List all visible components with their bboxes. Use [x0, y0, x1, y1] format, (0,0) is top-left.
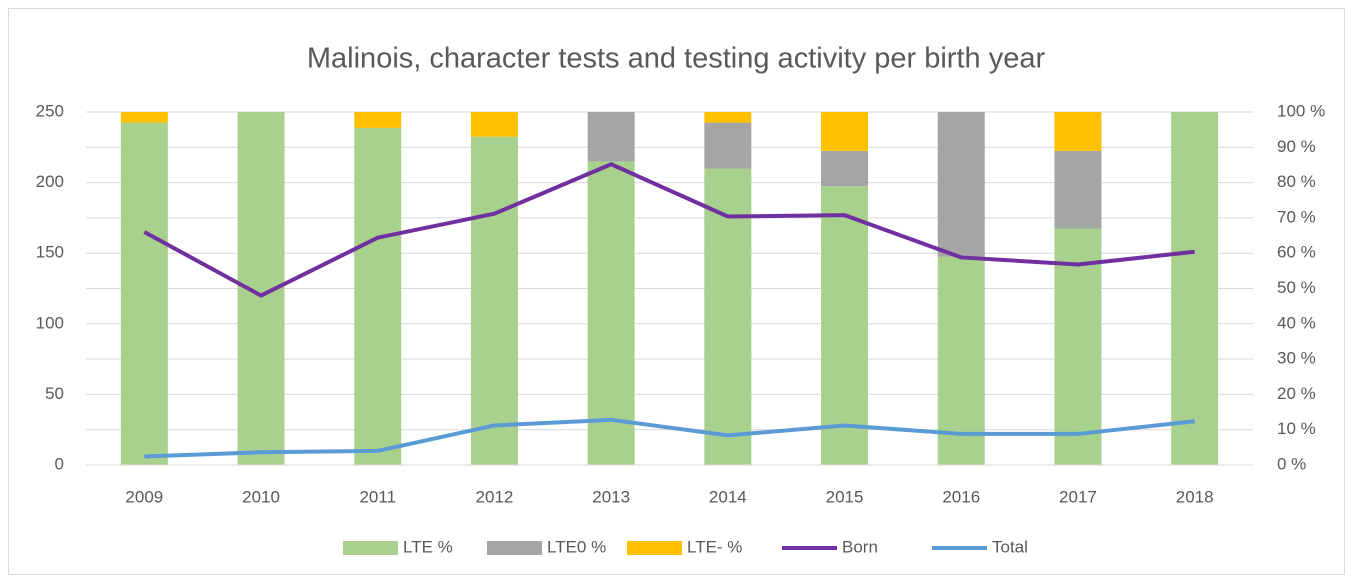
- bar-segment: [1054, 150, 1102, 229]
- x-tick-label: 2014: [709, 487, 747, 506]
- y-tick-label: 150: [36, 243, 64, 262]
- y-tick-label: 200: [36, 172, 64, 191]
- legend-swatch: [627, 541, 682, 555]
- bar-segment: [821, 186, 869, 465]
- chart-title: Malinois, character tests and testing ac…: [307, 43, 1046, 75]
- y2-tick-label: 40 %: [1277, 313, 1316, 332]
- bar-segment: [470, 112, 518, 137]
- bar-segment: [821, 150, 869, 187]
- bar-segment: [704, 122, 752, 169]
- legend-label: Born: [842, 537, 878, 556]
- bar-segment: [354, 112, 402, 128]
- legend-label: LTE- %: [687, 537, 742, 556]
- legend-label: LTE %: [403, 537, 453, 556]
- y2-tick-label: 100 %: [1277, 101, 1325, 120]
- x-tick-label: 2010: [242, 487, 280, 506]
- legend-swatch: [343, 541, 398, 555]
- bar-segment: [937, 256, 985, 465]
- legend-label: Total: [992, 537, 1028, 556]
- bar-segment: [120, 122, 168, 465]
- y2-tick-label: 90 %: [1277, 137, 1316, 156]
- bar-segment: [470, 136, 518, 465]
- x-tick-label: 2015: [826, 487, 864, 506]
- y2-tick-label: 60 %: [1277, 243, 1316, 262]
- bar-segment: [937, 112, 985, 257]
- line-series: [144, 417, 1195, 459]
- bar-segment: [1054, 112, 1102, 151]
- legend-swatch: [487, 541, 542, 555]
- bar-segment: [587, 161, 635, 466]
- y-tick-label: 0: [55, 454, 64, 473]
- y2-tick-label: 20 %: [1277, 384, 1316, 403]
- x-tick-label: 2018: [1176, 487, 1214, 506]
- bar-segment: [587, 112, 635, 162]
- x-tick-label: 2011: [359, 487, 396, 506]
- bar-segment: [821, 112, 869, 151]
- bar-segment: [1054, 228, 1102, 465]
- x-tick-label: 2013: [592, 487, 630, 506]
- line-series: [143, 162, 1195, 298]
- y-tick-label: 100: [36, 313, 64, 332]
- bar-segment: [704, 168, 752, 466]
- legend-label: LTE0 %: [547, 537, 606, 556]
- bar-segment: [1171, 112, 1219, 465]
- y2-tick-label: 0 %: [1277, 454, 1306, 473]
- chart-frame: [8, 8, 1345, 575]
- bar-segment: [354, 127, 402, 465]
- x-tick-label: 2012: [476, 487, 514, 506]
- y2-tick-label: 80 %: [1277, 172, 1316, 191]
- x-tick-label: 2009: [125, 487, 163, 506]
- y-tick-label: 50: [45, 384, 64, 403]
- y2-tick-label: 10 %: [1277, 419, 1316, 438]
- x-tick-label: 2017: [1059, 487, 1097, 506]
- y2-tick-label: 30 %: [1277, 349, 1316, 368]
- bar-segment: [704, 112, 752, 123]
- y2-tick-label: 70 %: [1277, 207, 1316, 226]
- y-tick-label: 250: [36, 101, 64, 120]
- bar-segment: [120, 112, 168, 123]
- x-tick-label: 2016: [942, 487, 980, 506]
- y2-tick-label: 50 %: [1277, 278, 1316, 297]
